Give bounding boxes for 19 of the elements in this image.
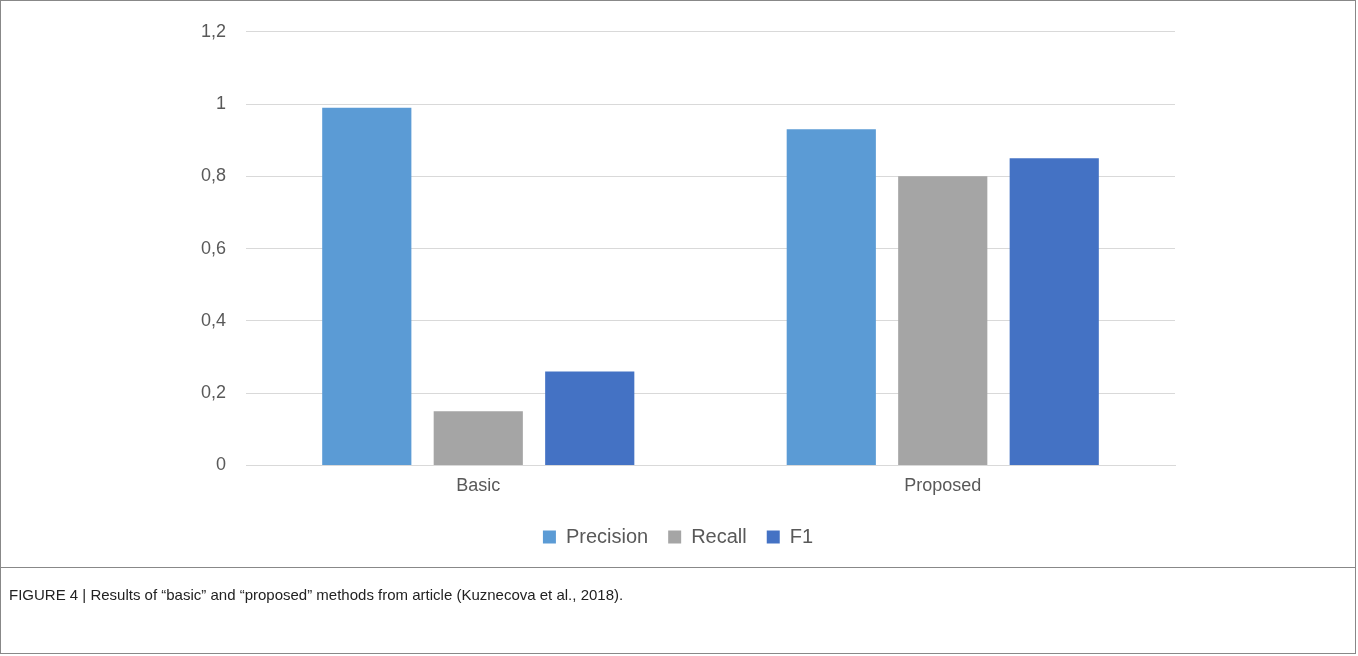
y-tick-label: 0,4 <box>200 309 227 330</box>
bar <box>322 107 412 465</box>
y-tick-label: 0 <box>216 454 227 475</box>
bar <box>433 411 523 465</box>
x-tick-label: Basic <box>456 475 501 496</box>
y-tick-label: 1 <box>216 93 227 114</box>
legend-label: F1 <box>789 524 814 547</box>
legend-label: Precision <box>565 524 649 547</box>
x-tick-label: Proposed <box>904 475 982 496</box>
y-tick-label: 0,8 <box>200 165 227 186</box>
y-tick-label: 1,2 <box>200 20 227 41</box>
bar <box>1009 158 1099 465</box>
bar <box>545 371 635 465</box>
y-tick-label: 0,6 <box>200 237 227 258</box>
bar <box>786 129 876 465</box>
y-tick-label: 0,2 <box>200 382 227 403</box>
bar <box>898 176 988 465</box>
legend-label: Recall <box>691 524 747 547</box>
caption: FIGURE 4 | Results of “basic” and “proposed” methods from article (Kuznecova et al., 2018). <box>1 567 1355 621</box>
